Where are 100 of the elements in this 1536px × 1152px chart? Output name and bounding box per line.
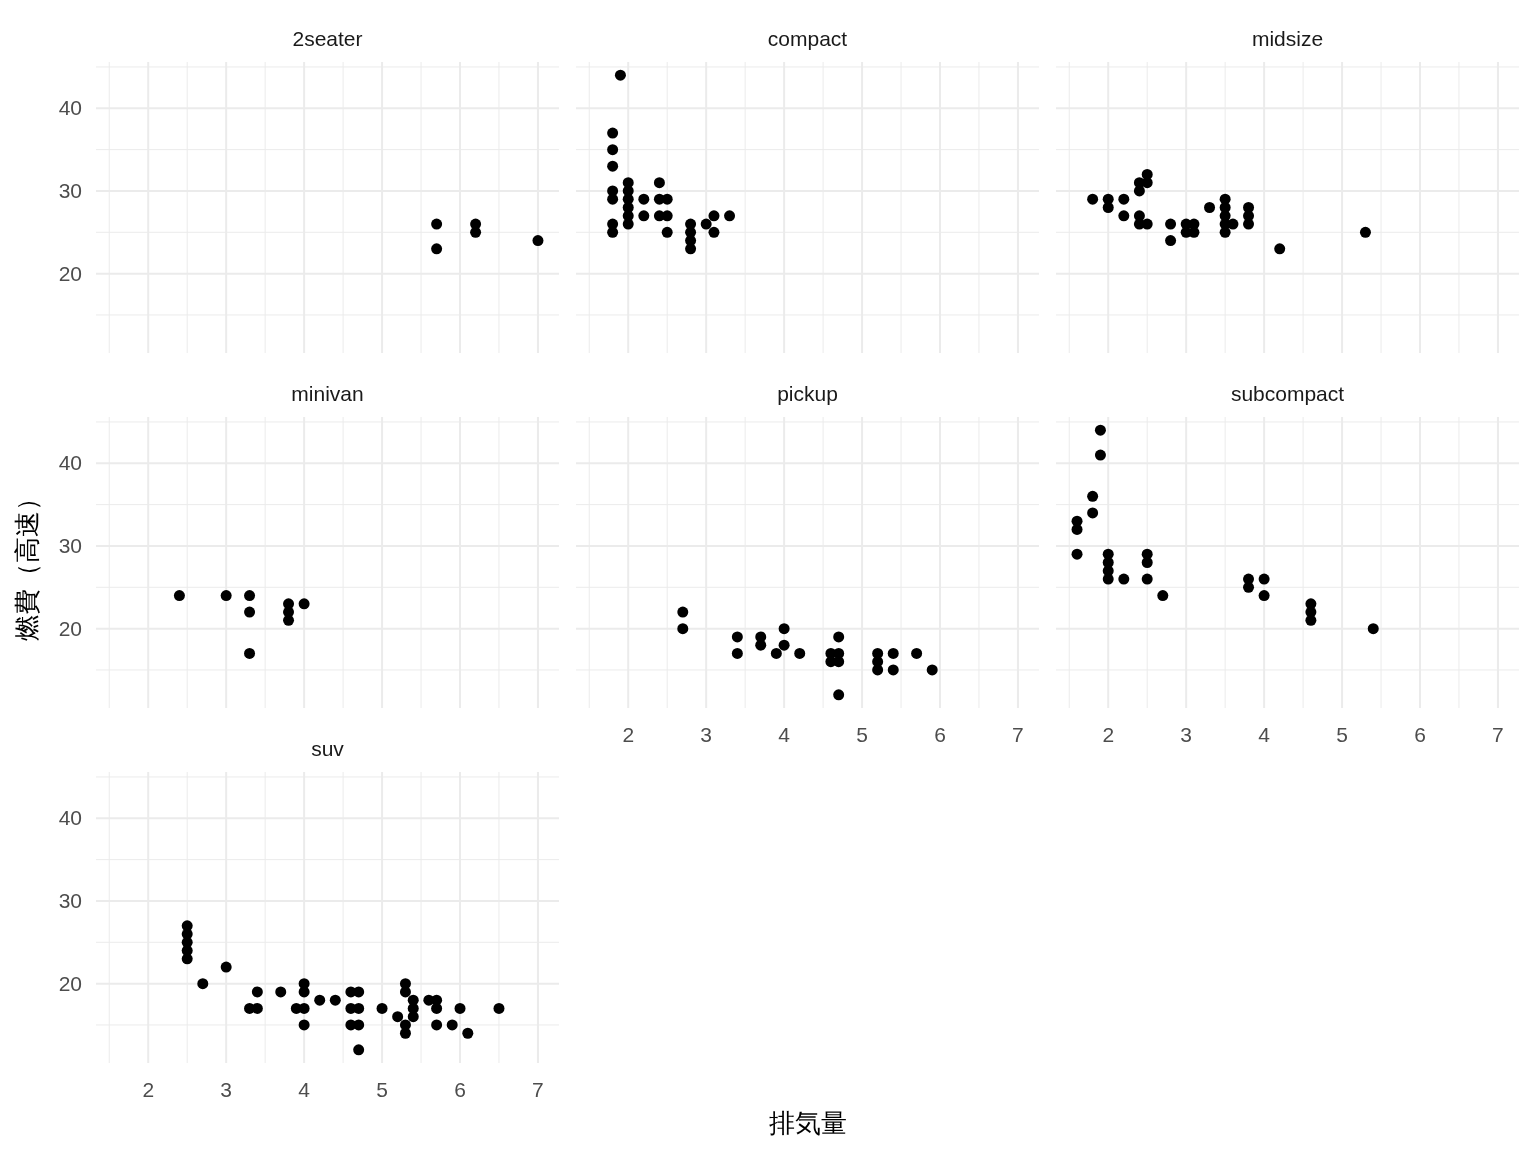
point <box>1118 573 1130 585</box>
y-axis-title: 燃費（高速） <box>12 484 42 641</box>
point <box>1102 202 1114 213</box>
point <box>376 1002 388 1014</box>
y-tick-label: 30 <box>58 533 82 557</box>
point <box>353 1044 365 1056</box>
point <box>1204 202 1216 213</box>
point <box>731 631 743 643</box>
point <box>431 1019 443 1031</box>
point <box>220 590 232 602</box>
point <box>833 689 845 701</box>
y-tick-label: 40 <box>58 806 82 830</box>
x-tick-label: 4 <box>1258 723 1271 746</box>
point <box>298 1019 310 1031</box>
point <box>700 218 712 230</box>
point <box>1118 193 1130 205</box>
point <box>353 986 365 998</box>
y-tick-label: 20 <box>58 971 82 995</box>
point <box>833 656 845 668</box>
point <box>431 218 443 230</box>
chart-title: 2seater <box>292 27 363 50</box>
chart-title: subcompact <box>1230 382 1345 405</box>
point <box>329 994 341 1006</box>
point <box>353 1019 365 1031</box>
point <box>770 647 782 659</box>
point <box>1094 449 1106 461</box>
point <box>724 210 736 222</box>
point <box>1118 210 1130 222</box>
point <box>833 631 845 643</box>
y-tick-label: 40 <box>58 96 82 120</box>
x-axis-title: 排気量 <box>768 1108 847 1138</box>
x-tick-label: 5 <box>376 1078 388 1101</box>
point <box>731 647 743 659</box>
x-tick-label: 4 <box>778 723 791 746</box>
chart-title: compact <box>767 27 848 50</box>
x-tick-label: 3 <box>700 723 713 746</box>
point <box>708 210 720 222</box>
point <box>1165 235 1177 247</box>
point <box>685 243 697 255</box>
x-tick-label: 7 <box>532 1078 544 1101</box>
point <box>872 664 884 676</box>
point <box>1094 424 1106 436</box>
point <box>1087 507 1099 519</box>
point <box>1367 623 1379 635</box>
x-tick-label: 2 <box>1102 723 1115 746</box>
point <box>926 664 938 676</box>
point <box>778 639 790 651</box>
x-tick-label: 7 <box>1012 723 1024 746</box>
point <box>607 144 619 156</box>
point <box>607 127 619 139</box>
point <box>708 226 720 238</box>
chart-title: midsize <box>1251 27 1324 50</box>
point <box>275 986 287 998</box>
x-tick-label: 3 <box>1180 723 1193 746</box>
point <box>1087 490 1099 502</box>
point <box>353 1002 365 1014</box>
point <box>314 994 326 1006</box>
point <box>244 606 256 618</box>
point <box>173 590 185 602</box>
point <box>244 647 256 659</box>
x-tick-label: 2 <box>142 1078 155 1101</box>
point <box>778 623 790 635</box>
point <box>607 160 619 172</box>
point <box>181 953 193 965</box>
point <box>532 235 544 247</box>
point <box>1157 590 1169 602</box>
point <box>661 226 673 238</box>
point <box>392 1011 404 1023</box>
x-tick-label: 5 <box>856 723 868 746</box>
point <box>197 978 209 990</box>
point <box>887 647 899 659</box>
point <box>1258 590 1270 602</box>
point <box>1071 548 1083 560</box>
x-tick-label: 6 <box>454 1078 466 1101</box>
point <box>298 986 310 998</box>
point <box>407 1011 419 1023</box>
chart-title: minivan <box>291 382 364 405</box>
point <box>493 1002 505 1014</box>
point <box>431 243 443 255</box>
y-tick-label: 20 <box>58 616 82 640</box>
point <box>251 986 263 998</box>
point <box>677 606 689 618</box>
point <box>298 598 310 610</box>
point <box>1087 193 1099 205</box>
x-tick-label: 5 <box>1336 723 1348 746</box>
point <box>677 623 689 635</box>
point <box>1258 573 1270 585</box>
point <box>220 961 232 973</box>
point <box>446 1019 458 1031</box>
point <box>1274 243 1286 255</box>
point <box>638 210 650 222</box>
point <box>1141 573 1153 585</box>
point <box>653 177 665 189</box>
x-tick-label: 4 <box>298 1078 311 1101</box>
point <box>794 647 806 659</box>
x-tick-label: 6 <box>1414 723 1426 746</box>
point <box>887 664 899 676</box>
chart-title: pickup <box>777 382 838 405</box>
point <box>462 1027 474 1039</box>
x-tick-label: 3 <box>220 1078 233 1101</box>
